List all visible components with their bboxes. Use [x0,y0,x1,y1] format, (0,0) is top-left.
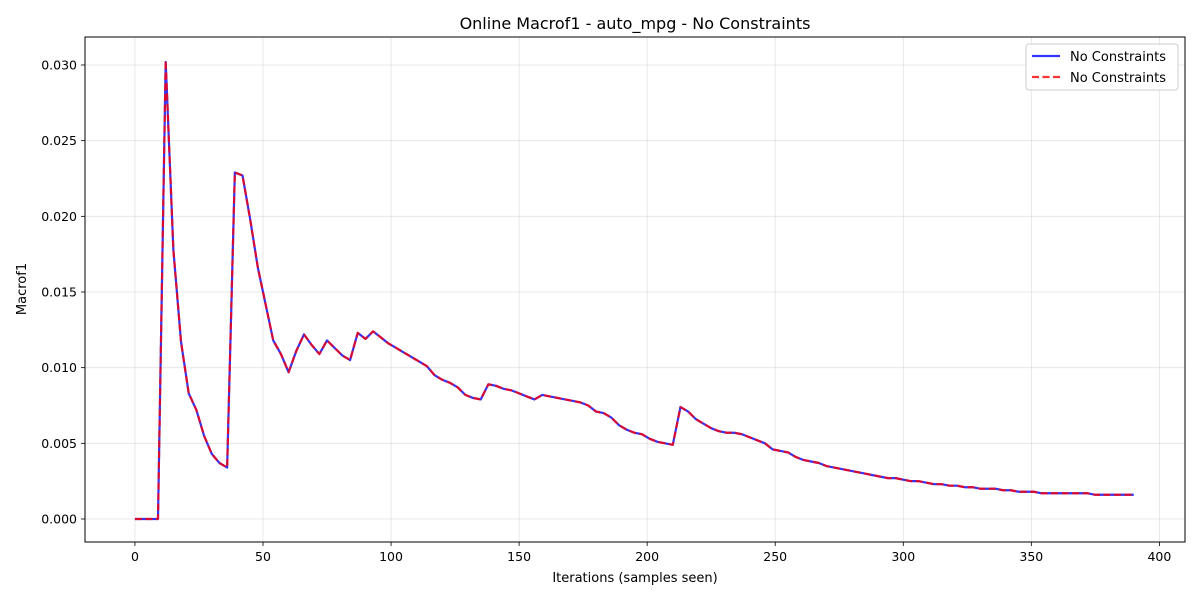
y-tick-label: 0.010 [41,360,77,375]
x-tick-label: 200 [635,549,659,564]
y-tick-label: 0.015 [41,284,77,299]
plot-area-frame [84,36,1186,543]
x-tick-label: 350 [1019,549,1043,564]
x-tick-label: 0 [131,549,139,564]
legend-label-blue: No Constraints [1070,50,1166,65]
x-axis-label: Iterations (samples seen) [552,571,717,586]
x-tick-label: 100 [379,549,403,564]
y-axis-label: Macrof1 [15,263,30,315]
y-tick-label: 0.020 [41,209,77,224]
legend: No Constraints No Constraints [1025,43,1179,91]
x-tick-label: 250 [763,549,787,564]
y-tick-label: 0.005 [41,436,77,451]
y-tick-label: 0.025 [41,133,77,148]
x-tick-label: 150 [507,549,531,564]
legend-label-red: No Constraints [1070,71,1166,86]
y-tick-label: 0.000 [41,511,77,526]
y-axis-ticks: 0.000 0.005 0.010 0.015 0.020 0.025 0.030 [41,57,85,526]
chart-title: Online Macrof1 - auto_mpg - No Constrain… [460,14,811,34]
plot-lines [134,59,1134,521]
x-axis-ticks: 0 50 100 150 200 250 300 350 400 [131,542,1171,564]
legend-box [1025,43,1179,91]
y-tick-label: 0.030 [41,57,77,72]
series-line-red [134,59,1134,521]
x-tick-label: 50 [255,549,271,564]
x-tick-label: 400 [1147,549,1171,564]
grid [85,37,1185,542]
x-tick-label: 300 [891,549,915,564]
